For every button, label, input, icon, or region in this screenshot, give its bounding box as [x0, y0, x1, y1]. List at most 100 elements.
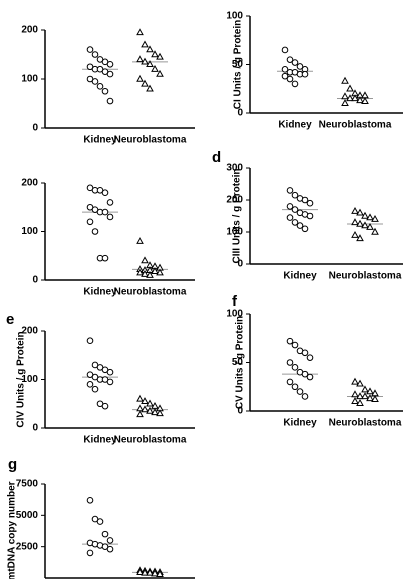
y-tick-label: 0 — [237, 406, 243, 417]
panel-label: g — [8, 456, 17, 473]
neuroblastoma-point — [151, 64, 159, 72]
kidney-point — [301, 196, 309, 204]
kidney-point — [286, 378, 294, 386]
neuroblastoma-point — [141, 269, 149, 277]
kidney-point — [306, 199, 314, 207]
neuroblastoma-point — [156, 570, 164, 577]
kidney-point — [296, 388, 304, 395]
x-tick-label: Neuroblastoma — [114, 435, 187, 446]
neuroblastoma-point — [141, 405, 149, 413]
kidney-point — [291, 219, 299, 226]
neuroblastoma-point — [341, 92, 349, 100]
neuroblastoma-point — [371, 214, 379, 222]
x-tick-label: Neuroblastoma — [329, 418, 402, 429]
neuroblastoma-point — [366, 222, 374, 230]
neuroblastoma-point — [146, 406, 154, 414]
neuroblastoma-point — [361, 211, 369, 219]
y-tick-label: 50 — [232, 357, 244, 368]
neuroblastoma-point — [351, 230, 359, 238]
y-tick-label: 100 — [226, 309, 243, 320]
kidney-point — [291, 364, 299, 371]
kidney-point — [106, 378, 114, 386]
neuroblastoma-point — [356, 96, 364, 104]
neuroblastoma-point — [141, 256, 149, 264]
y-tick-label: 200 — [226, 195, 243, 206]
x-tick-label: Neuroblastoma — [319, 120, 392, 131]
kidney-point — [91, 228, 99, 235]
neuroblastoma-point — [366, 387, 374, 395]
neuroblastoma-point — [151, 267, 159, 274]
y-tick-label: 0 — [237, 259, 243, 270]
kidney-point — [106, 97, 114, 105]
neuroblastoma-point — [146, 270, 154, 278]
kidney-point — [101, 254, 109, 262]
x-tick-label: Kidney — [278, 120, 312, 131]
neuroblastoma-point — [366, 394, 374, 402]
neuroblastoma-point — [371, 395, 379, 403]
neuroblastoma-point — [146, 84, 154, 92]
kidney-point — [96, 518, 104, 525]
kidney-point — [106, 199, 114, 206]
neuroblastoma-point — [356, 379, 364, 387]
kidney-point — [286, 75, 294, 83]
kidney-point — [86, 549, 94, 557]
neuroblastoma-point — [366, 213, 374, 221]
y-tick-label: 0 — [32, 275, 38, 286]
y-tick-label: 300 — [226, 163, 243, 174]
y-tick-label: 100 — [226, 227, 243, 238]
y-tick-label: 100 — [21, 74, 38, 85]
kidney-point — [91, 78, 99, 85]
kidney-point — [96, 83, 104, 90]
neuroblastoma-point — [361, 91, 369, 99]
neuroblastoma-point — [136, 268, 144, 276]
kidney-point — [301, 393, 309, 400]
kidney-point — [101, 87, 109, 95]
kidney-point — [286, 203, 294, 210]
kidney-point — [306, 354, 314, 361]
kidney-point — [106, 537, 114, 544]
neuroblastoma-point — [361, 392, 369, 400]
neuroblastoma-point — [356, 219, 364, 227]
neuroblastoma-point — [151, 569, 159, 577]
neuroblastoma-point — [351, 397, 359, 404]
neuroblastoma-point — [146, 60, 154, 67]
panel-label: f — [232, 293, 238, 310]
x-tick-label: Neuroblastoma — [114, 135, 187, 146]
y-axis-label: CV Units / g Protein — [235, 316, 246, 409]
kidney-point — [91, 515, 99, 523]
neuroblastoma-point — [346, 94, 354, 102]
neuroblastoma-point — [156, 52, 164, 60]
neuroblastoma-point — [351, 94, 359, 102]
neuroblastoma-point — [136, 404, 144, 412]
kidney-point — [306, 373, 314, 381]
neuroblastoma-point — [146, 568, 154, 576]
kidney-point — [101, 543, 109, 550]
neuroblastoma-point — [361, 385, 369, 393]
neuroblastoma-point — [356, 392, 364, 400]
kidney-point — [101, 402, 109, 410]
kidney-point — [301, 370, 309, 378]
neuroblastoma-point — [356, 208, 364, 216]
neuroblastoma-point — [356, 399, 364, 406]
kidney-point — [301, 349, 309, 357]
neuroblastoma-point — [356, 234, 364, 242]
kidney-point — [286, 187, 294, 194]
neuroblastoma-point — [136, 74, 144, 82]
kidney-point — [86, 381, 94, 388]
x-tick-label: Kidney — [83, 435, 117, 446]
neuroblastoma-point — [346, 84, 354, 92]
kidney-point — [291, 80, 299, 88]
x-tick-label: Kidney — [283, 271, 317, 282]
kidney-point — [106, 368, 114, 376]
neuroblastoma-point — [156, 69, 164, 77]
neuroblastoma-point — [351, 206, 359, 214]
kidney-point — [86, 337, 94, 345]
kidney-point — [101, 208, 109, 216]
neuroblastoma-point — [141, 397, 149, 405]
kidney-point — [291, 59, 299, 66]
y-tick-label: 200 — [21, 25, 38, 36]
kidney-point — [301, 70, 309, 78]
neuroblastoma-point — [371, 227, 379, 235]
kidney-point — [101, 189, 109, 196]
